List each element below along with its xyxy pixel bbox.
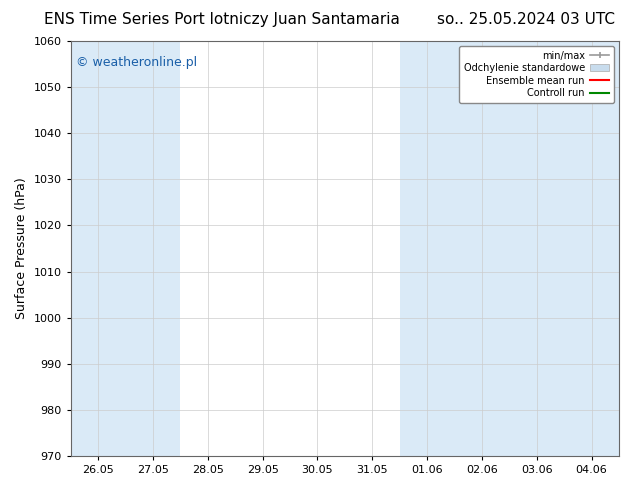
Y-axis label: Surface Pressure (hPa): Surface Pressure (hPa): [15, 178, 28, 319]
Bar: [399, 41, 509, 456]
Text: ENS Time Series Port lotniczy Juan Santamaria: ENS Time Series Port lotniczy Juan Santa…: [44, 12, 400, 27]
Text: © weatheronline.pl: © weatheronline.pl: [76, 55, 197, 69]
Text: so.. 25.05.2024 03 UTC: so.. 25.05.2024 03 UTC: [437, 12, 615, 27]
Bar: [509, 41, 619, 456]
Bar: [71, 41, 180, 456]
Legend: min/max, Odchylenie standardowe, Ensemble mean run, Controll run: min/max, Odchylenie standardowe, Ensembl…: [459, 46, 614, 103]
